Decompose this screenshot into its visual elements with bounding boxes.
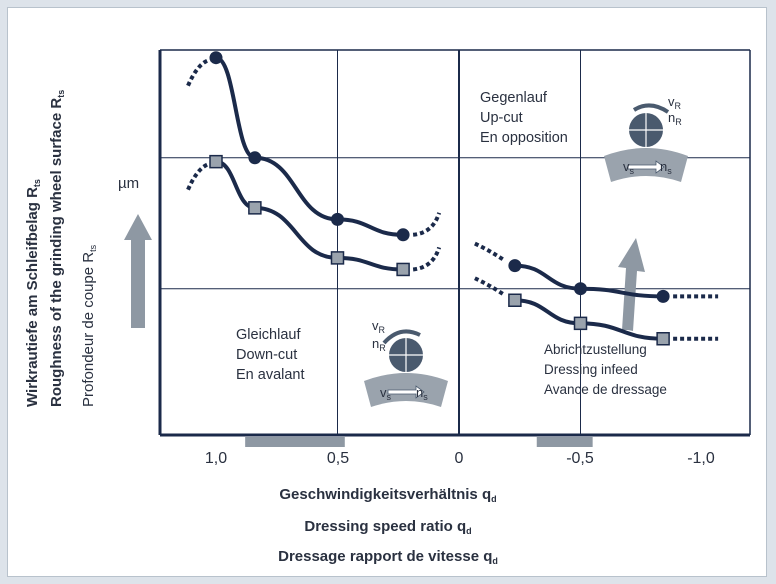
- x-tick-label: 0: [454, 450, 464, 467]
- ylabel-en: Roughness of the grinding wheel surface …: [48, 89, 66, 407]
- data-point-square: [209, 154, 223, 169]
- series-extension: [474, 276, 506, 297]
- downcut-icon-rotation-arrow: [382, 329, 421, 345]
- x-tick-label: -0,5: [566, 450, 594, 467]
- data-point-circle: [656, 289, 670, 303]
- data-point-circle: [508, 259, 522, 273]
- x-range-band: [536, 437, 593, 447]
- symbol-vR-upcut: vR: [668, 94, 681, 111]
- data-point-circle: [396, 228, 410, 242]
- data-point-square: [508, 293, 522, 307]
- series-extension: [412, 246, 442, 272]
- upcut-en: Up-cut: [480, 110, 523, 126]
- data-point-square: [396, 262, 410, 277]
- upcut-icon-feed-arrow: [627, 160, 665, 174]
- symbol-ns-upcut: ns: [660, 159, 672, 176]
- series-extension: [412, 212, 442, 237]
- downcut-en: Down-cut: [236, 347, 298, 363]
- x-tick-label: 0,5: [326, 450, 350, 467]
- infeed-fr: Avance de dressage: [544, 382, 667, 397]
- symbol-nR-upcut: nR: [668, 110, 682, 127]
- data-point-square: [248, 201, 262, 215]
- downcut-de: Gleichlauf: [236, 327, 301, 343]
- xlabel-en: Dressing speed ratio qd: [304, 518, 472, 536]
- upcut-annotation: Gegenlauf Up-cut En opposition: [480, 88, 568, 148]
- data-point-circle: [574, 282, 587, 296]
- infeed-arrow: [618, 238, 645, 331]
- ylabel-de: Wirkrautiefe am Schleifbelag Rts: [24, 179, 42, 407]
- ylabel-fr: Profondeur de coupe Rts: [80, 244, 98, 407]
- x-range-band: [245, 437, 345, 447]
- symbol-ns-downcut: ns: [416, 385, 428, 402]
- y-unit-label: µm: [118, 175, 140, 192]
- x-tick-label: -1,0: [687, 450, 715, 467]
- y-axis-arrow: [124, 214, 152, 328]
- data-point-square: [330, 251, 345, 265]
- symbol-vs-downcut: vs: [380, 385, 391, 402]
- series-line: [215, 159, 404, 272]
- x-tick-label: 1,0: [204, 450, 228, 467]
- infeed-de: Abrichtzustellung: [544, 342, 647, 357]
- series-extension: [186, 57, 211, 87]
- symbol-vs-upcut: vs: [623, 159, 634, 176]
- downcut-icon-feed-arrow: [387, 385, 425, 399]
- symbol-nR-downcut: nR: [372, 336, 386, 353]
- series-line: [215, 55, 404, 237]
- upcut-de: Gegenlauf: [480, 90, 547, 106]
- series-line: [514, 298, 664, 341]
- downcut-annotation: Gleichlauf Down-cut En avalant: [236, 325, 305, 385]
- data-point-circle: [209, 51, 223, 65]
- series-extension: [186, 161, 211, 191]
- data-point-square: [656, 332, 670, 346]
- downcut-fr: En avalant: [236, 367, 305, 383]
- data-point-circle: [331, 212, 344, 226]
- infeed-annotation: Abrichtzustellung Dressing infeed Avance…: [544, 340, 667, 400]
- series-extension: [474, 241, 506, 263]
- xlabel-de: Geschwindigkeitsverhältnis qd: [279, 486, 497, 504]
- upcut-fr: En opposition: [480, 130, 568, 146]
- xlabel-fr: Dressage rapport de vitesse qd: [278, 548, 498, 566]
- data-point-circle: [248, 151, 262, 165]
- symbol-vR-downcut: vR: [372, 318, 385, 335]
- upcut-icon-rotation-arrow: [632, 103, 670, 114]
- data-point-square: [573, 316, 588, 331]
- infeed-en: Dressing infeed: [544, 362, 638, 377]
